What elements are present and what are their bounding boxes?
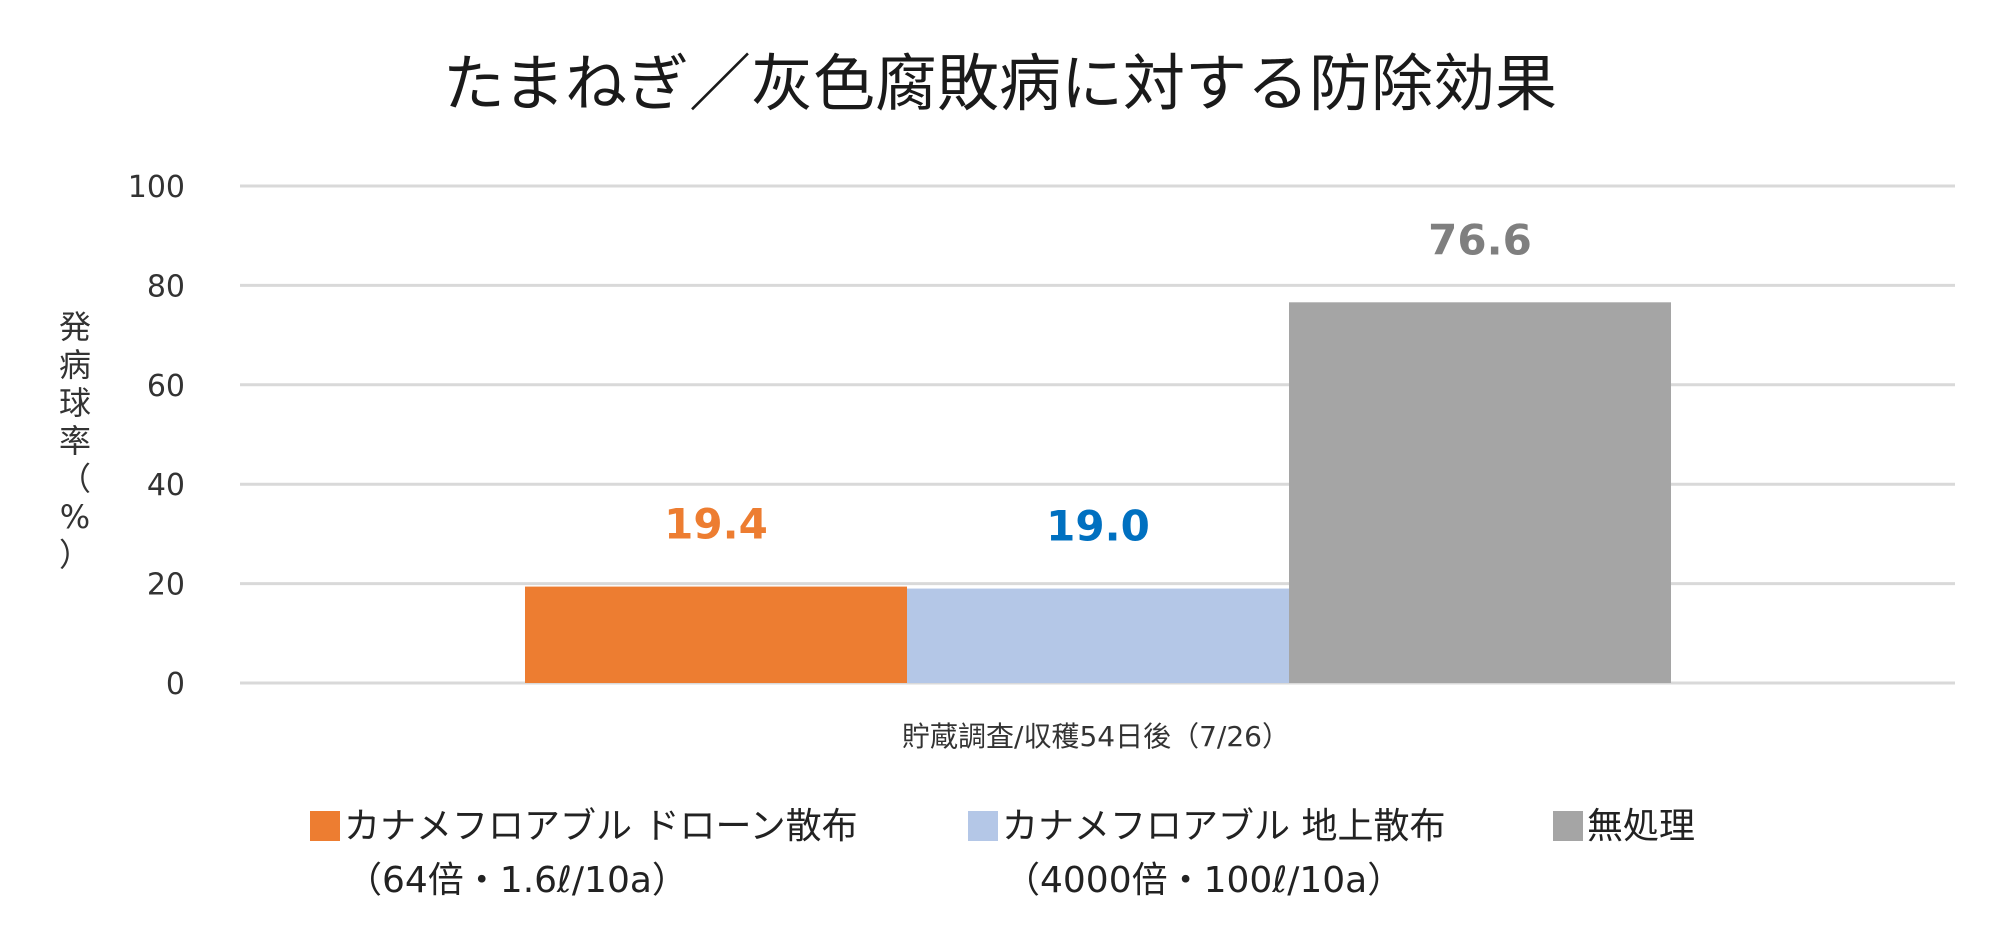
x-category-label: 貯蔵調査/収穫54日後（7/26）: [902, 720, 1290, 753]
legend-swatch-untreated: [1553, 811, 1583, 841]
chart-title: たまねぎ／灰色腐敗病に対する防除効果: [443, 47, 1557, 120]
legend-item-drone: カナメフロアブル ドローン散布 （64倍・1.6ℓ/10a）: [310, 800, 858, 908]
y-tick-label: 100: [128, 170, 185, 205]
y-axis-ticks: 0 20 40 60 80 100: [128, 170, 185, 702]
data-label: 19.4: [664, 500, 768, 549]
legend-sublabel-ground: （4000倍・100ℓ/10a）: [1004, 860, 1404, 901]
legend-item-ground: カナメフロアブル 地上散布 （4000倍・100ℓ/10a）: [968, 800, 1445, 908]
bar-untreated: [1289, 302, 1671, 683]
y-tick-label: 80: [147, 269, 185, 304]
y-tick-label: 0: [166, 667, 185, 702]
bar-ground: [907, 588, 1289, 683]
legend-item-untreated: 無処理: [1553, 800, 1695, 854]
data-label: 19.0: [1046, 502, 1150, 551]
legend-label-drone: カナメフロアブル ドローン散布: [344, 806, 858, 847]
legend-label-ground: カナメフロアブル 地上散布: [1002, 806, 1446, 847]
legend-sublabel-drone: （64倍・1.6ℓ/10a）: [346, 860, 688, 901]
bar-drone: [525, 586, 907, 683]
legend-swatch-drone: [310, 811, 340, 841]
bars: [525, 302, 1671, 683]
data-labels: 19.4 19.0 76.6: [664, 215, 1532, 550]
y-tick-label: 40: [147, 468, 185, 503]
y-tick-label: 20: [147, 568, 185, 603]
data-label: 76.6: [1428, 215, 1532, 264]
y-tick-label: 60: [147, 369, 185, 404]
y-axis-label: 発病球率（%）: [59, 308, 91, 574]
legend-label-untreated: 無処理: [1587, 806, 1696, 847]
legend-swatch-ground: [968, 811, 998, 841]
